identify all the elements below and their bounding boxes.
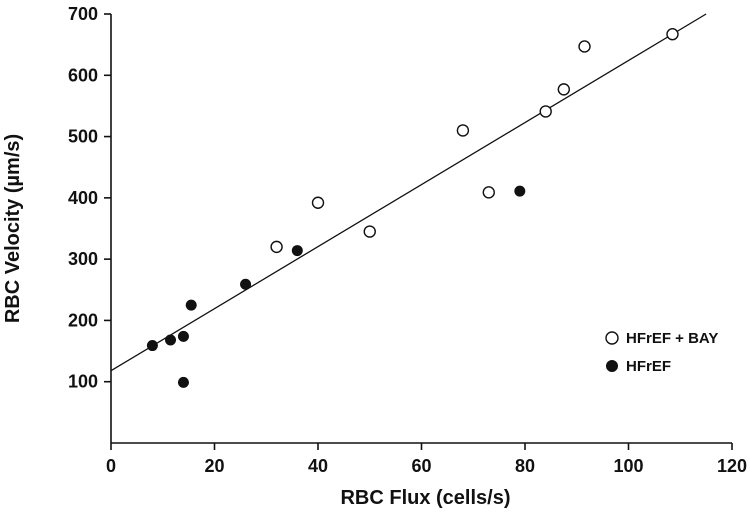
data-point-hfref [165,334,177,346]
data-point-hfref [185,299,197,311]
data-point-hfref [177,376,189,388]
y-tick-label: 300 [68,249,98,269]
x-tick-label: 100 [613,456,643,476]
data-point-hfref [146,340,158,352]
x-axis-title: RBC Flux (cells/s) [340,487,510,509]
data-point-hfref-bay [666,28,679,41]
data-point-hfref-bay [363,225,376,238]
legend: HFrEF + BAY HFrEF [605,330,718,375]
data-point-hfref-bay [456,124,470,137]
x-tick-label: 120 [717,456,747,476]
x-axis-ticks: 0 20 40 60 80 100 120 [106,443,747,476]
y-tick-label: 700 [68,4,98,24]
y-tick-label: 600 [68,65,98,85]
y-tick-label: 500 [68,127,98,147]
data-point-hfref [514,185,526,197]
y-axis-ticks: 100 200 300 400 500 600 700 [68,4,111,392]
y-tick-label: 400 [68,188,98,208]
legend-label: HFrEF + BAY [626,330,718,347]
y-tick-label: 200 [68,310,98,330]
legend-marker [606,360,618,372]
x-tick-label: 0 [106,456,116,476]
x-tick-label: 80 [515,456,535,476]
data-point-hfref-bay [578,40,591,53]
data-point-hfref [240,278,252,290]
data-point-hfref-bay [270,240,283,254]
y-axis-title: RBC Velocity (µm/s) [2,134,24,323]
data-points [146,28,679,388]
legend-marker [605,331,619,345]
x-tick-label: 40 [308,456,328,476]
data-point-hfref [177,330,189,342]
legend-label: HFrEF [626,358,671,375]
x-tick-label: 60 [411,456,431,476]
data-point-hfref [291,245,303,257]
axes: 0 20 40 60 80 100 120 100 200 300 400 500 600 700 [68,4,747,476]
y-tick-label: 100 [68,372,98,392]
data-point-hfref-bay [311,196,325,209]
data-point-hfref-bay [539,105,552,118]
data-point-hfref-bay [557,83,571,96]
x-tick-label: 20 [204,456,224,476]
trendline [110,13,707,372]
data-point-hfref-bay [482,186,495,199]
